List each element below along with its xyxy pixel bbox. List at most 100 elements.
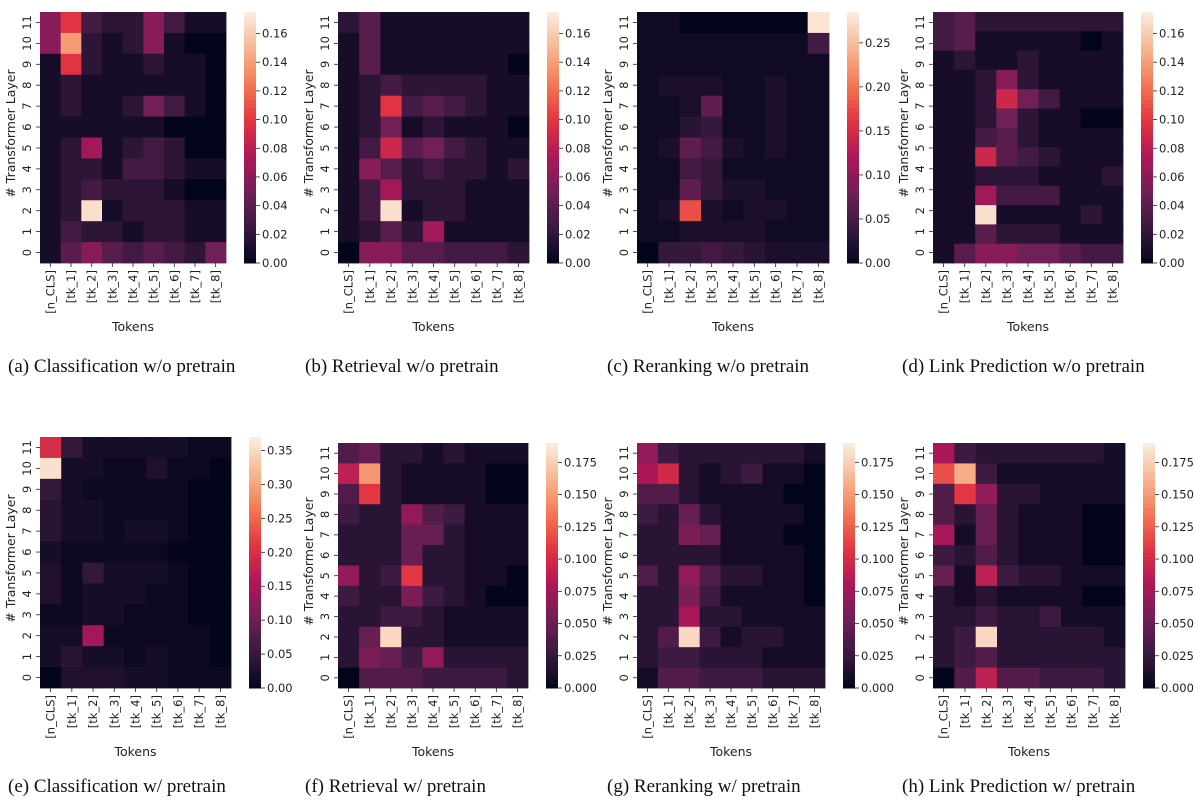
colorbar-segment [1141, 225, 1153, 231]
colorbar-segment [1141, 170, 1153, 176]
y-tick-label: 10 [913, 36, 927, 51]
heatmap-cell [464, 647, 487, 668]
colorbar-segment [547, 242, 559, 247]
heatmap-cell [658, 74, 681, 97]
heatmap-cell [975, 545, 998, 566]
colorbar-segment [547, 49, 559, 55]
heatmap-cell [380, 647, 402, 668]
heatmap-cell [82, 583, 105, 605]
colorbar-segment [847, 145, 859, 151]
colorbar-segment [1141, 250, 1153, 256]
heatmap-cell [81, 242, 103, 264]
x-tick-label: [tk_3] [107, 695, 121, 728]
heatmap-cell [205, 95, 227, 117]
colorbar-segment [547, 66, 559, 72]
y-tick-label: 6 [20, 123, 34, 130]
colorbar-segment [249, 579, 261, 584]
y-tick-label: 7 [20, 527, 34, 534]
heatmap-cell [205, 12, 227, 34]
colorbar-segment [1143, 639, 1155, 644]
heatmap-cell [637, 221, 659, 243]
heatmap-cell [60, 200, 82, 222]
y-tick-label: 9 [913, 61, 927, 68]
heatmap-cell [143, 137, 165, 159]
colorbar-segment [847, 200, 859, 205]
colorbar-segment [547, 187, 559, 193]
heatmap-cell [124, 520, 147, 542]
heatmap-cell [1018, 443, 1041, 464]
x-tick-label: [tk_5] [150, 695, 164, 728]
heatmap-cell [1080, 12, 1103, 32]
colorbar-segment [546, 679, 558, 685]
heatmap-cell [103, 583, 126, 605]
heatmap-cell [765, 242, 787, 264]
heatmap-cell [81, 95, 103, 117]
colorbar-segment [547, 16, 559, 21]
colorbar-tick-label: 0.000 [861, 681, 894, 695]
heatmap-cell [678, 504, 701, 526]
colorbar-segment [1143, 614, 1155, 620]
heatmap-cell [658, 158, 681, 180]
heatmap-cell [701, 95, 723, 117]
heatmap-cell [167, 478, 189, 501]
heatmap-cell [188, 437, 211, 459]
heatmap-cell [485, 565, 508, 587]
heatmap-cell [143, 179, 165, 201]
colorbar-segment [1141, 49, 1153, 55]
heatmap-cell [464, 524, 487, 546]
heatmap-cell [401, 179, 424, 201]
heatmap-cell [804, 443, 826, 464]
heatmap-cell [465, 53, 487, 76]
heatmap-cell [401, 200, 424, 222]
colorbar-segment [244, 99, 256, 105]
heatmap-cell [380, 12, 403, 34]
colorbar-segment [1141, 41, 1153, 46]
y-tick-label: 10 [318, 36, 332, 51]
heatmap-cell [1080, 166, 1103, 187]
heatmap-cell [762, 524, 784, 546]
heatmap-cell [209, 541, 232, 563]
heatmap-cell [1059, 12, 1082, 32]
heatmap-cell [933, 50, 955, 71]
heatmap-cell [40, 12, 62, 34]
colorbar-segment [1143, 569, 1155, 575]
colorbar-tick-label: 0.05 [865, 212, 891, 226]
colorbar-segment [244, 158, 256, 164]
colorbar-tick-label: 0.06 [565, 170, 591, 184]
heatmap-cell [146, 562, 168, 584]
heatmap-cell [996, 185, 1018, 206]
colorbar-segment [843, 598, 855, 603]
y-tick-label: 5 [913, 144, 927, 151]
heatmap-cell [443, 647, 466, 668]
colorbar-tick-label: 0.06 [262, 170, 288, 184]
heatmap-cell [507, 32, 530, 55]
colorbar-segment [546, 487, 558, 493]
heatmap-cell [401, 606, 423, 628]
x-axis-label: Tokens [411, 744, 454, 759]
y-tick-label: 10 [617, 466, 631, 481]
y-tick-label: 8 [913, 82, 927, 89]
x-tick-label: [tk_6] [468, 695, 482, 728]
colorbar-tick-label: 0.125 [1161, 520, 1194, 534]
colorbar-segment [547, 12, 559, 17]
x-tick-label: [tk_5] [747, 270, 761, 303]
heatmap-cell [61, 583, 83, 605]
heatmap-cell [765, 32, 787, 55]
heatmap-cell [1018, 545, 1041, 566]
heatmap-cell [658, 32, 681, 55]
heatmap-cell [722, 12, 745, 34]
colorbar-segment [1143, 504, 1155, 509]
colorbar-segment [244, 254, 256, 260]
heatmap-cell [61, 499, 83, 522]
heatmap-cell [444, 116, 466, 138]
heatmap-cell [701, 74, 723, 97]
heatmap-cell [40, 541, 62, 563]
heatmap-cell [804, 647, 826, 668]
x-tick-label: [tk_6] [1063, 270, 1077, 303]
colorbar-segment [244, 208, 256, 214]
colorbar-segment [1143, 463, 1155, 468]
colorbar-segment [546, 590, 558, 595]
heatmap-cell [975, 585, 998, 607]
